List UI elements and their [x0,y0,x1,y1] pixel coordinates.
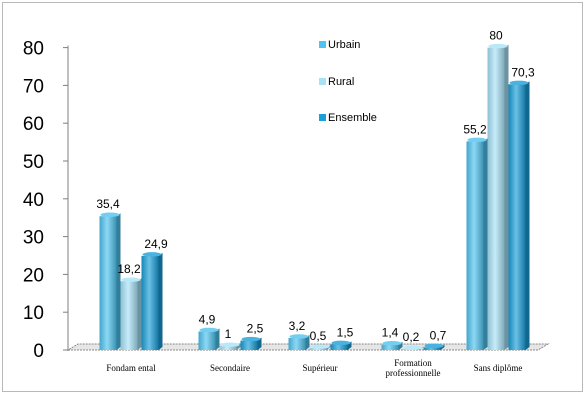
legend: Urbain Rural Ensemble [319,39,377,124]
bar-rural-0 [120,277,142,350]
bar-rural-1 [219,342,241,350]
y-tick-label: 80 [23,39,44,60]
legend-swatch-urbain [319,41,326,48]
x-category-label: Secondaire [210,363,250,373]
bar-urbain-0 [99,212,121,350]
bar-urbain-3 [381,341,403,350]
y-tick-label: 0 [33,341,44,362]
x-category-label: professionnelle [386,368,441,378]
x-category-label: Supérieur [303,363,338,373]
bar-urbain-1 [198,327,220,350]
data-label: 0,5 [310,329,327,343]
legend-swatch-rural [319,78,326,85]
data-label: 35,4 [96,197,120,211]
data-label: 0,7 [430,328,447,342]
y-tick-label: 50 [23,152,44,173]
x-category-label: Fondam ental [106,363,156,373]
legend-label-rural: Rural [328,76,354,88]
bars-layer [99,43,530,351]
x-category-label: Sans diplôme [474,363,523,373]
data-label: 24,9 [144,237,168,251]
data-label: 70,3 [511,65,535,79]
bar-ensemble-2 [330,340,352,350]
bar-rural-4 [487,43,509,350]
data-label: 18,2 [117,262,141,276]
y-tick-label: 30 [23,228,44,249]
y-tick-label: 70 [23,76,44,97]
data-label: 80 [489,29,503,43]
data-label: 1 [225,327,232,341]
y-tick-label: 60 [23,114,44,135]
legend-swatch-ensemble [319,114,326,121]
y-tick-label: 10 [23,303,44,324]
data-label: 0,2 [403,330,420,344]
bar-urbain-2 [288,334,310,350]
legend-label-urbain: Urbain [328,39,360,51]
bar-ensemble-1 [240,336,262,350]
bar-ensemble-4 [508,80,530,351]
bar-urbain-4 [466,137,488,350]
data-label: 2,5 [247,322,264,336]
legend-label-ensemble: Ensemble [328,112,377,124]
data-label: 1,4 [382,326,399,340]
bar-rural-3 [402,345,424,350]
x-category-label: Formation [394,358,432,368]
data-label: 4,9 [199,312,216,326]
data-label: 3,2 [289,319,306,333]
bar-rural-2 [309,344,331,350]
bar-ensemble-3 [423,343,445,350]
bar-ensemble-0 [141,252,163,350]
y-tick-label: 20 [23,265,44,286]
data-label: 55,2 [463,122,487,136]
data-label: 1,5 [337,325,354,339]
y-tick-label: 40 [23,190,44,211]
labels-layer: 35,4 18,224,9 4,9 1 2,5 3,2 0,5 1,5 1,4 0,2 0,7 55,… [96,29,535,345]
